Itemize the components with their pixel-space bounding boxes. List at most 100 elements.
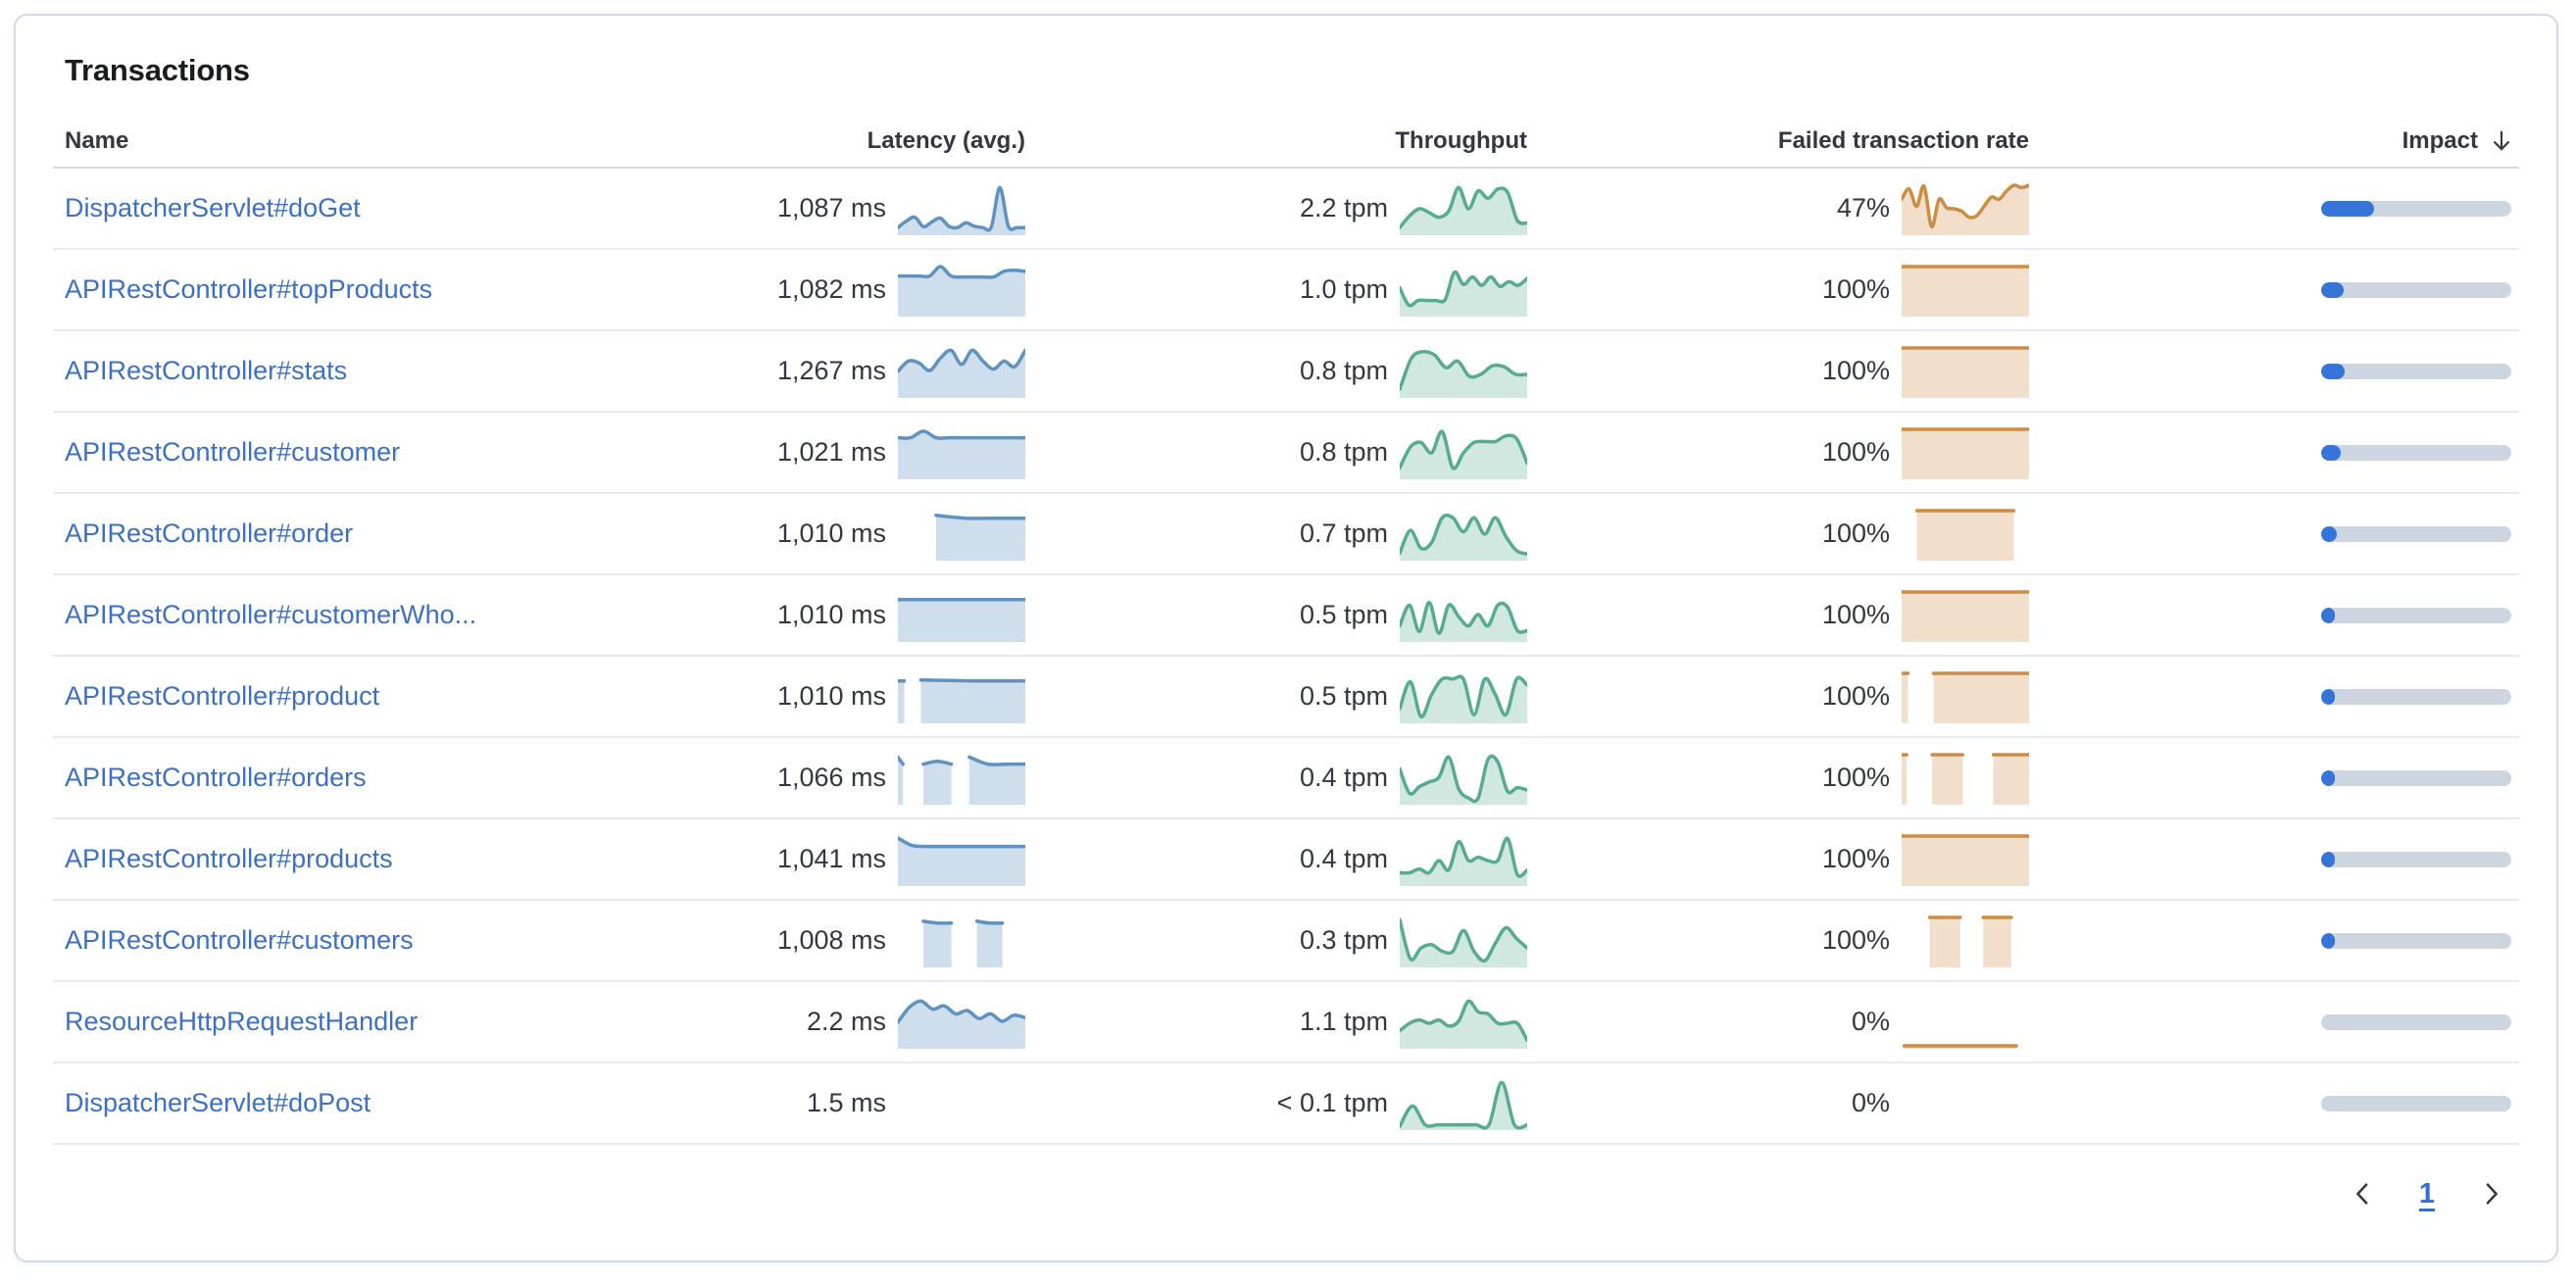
- throughput-sparkline: [1400, 182, 1527, 235]
- throughput-sparkline: [1400, 752, 1527, 805]
- table-row: APIRestController#order 1,010 ms 0.7 tpm…: [53, 494, 2519, 575]
- throughput-sparkline: [1400, 508, 1527, 561]
- throughput-value: 2.2 tpm: [1299, 193, 1388, 222]
- failed-rate-sparkline: [1902, 833, 2029, 886]
- throughput-sparkline: [1400, 345, 1527, 398]
- failed-rate-value: 47%: [1836, 193, 1890, 222]
- transaction-name-link[interactable]: APIRestController#products: [65, 844, 393, 873]
- table-row: APIRestController#customerWho... 1,010 m…: [53, 575, 2519, 657]
- impact-bar: [2321, 851, 2511, 867]
- impact-bar-fill: [2321, 769, 2335, 786]
- failed-rate-sparkline: [1902, 345, 2029, 398]
- failed-rate-value: 0%: [1851, 1007, 1890, 1036]
- latency-value: 1,010 ms: [776, 519, 886, 548]
- impact-bar-fill: [2321, 281, 2345, 298]
- failed-rate-value: 100%: [1821, 763, 1890, 792]
- throughput-value: 0.8 tpm: [1299, 437, 1388, 467]
- transaction-name-link[interactable]: APIRestController#stats: [65, 356, 348, 385]
- transaction-name-link[interactable]: APIRestController#customerWho...: [65, 600, 477, 629]
- panel-title: Transactions: [65, 53, 250, 87]
- throughput-value: 0.8 tpm: [1299, 356, 1388, 385]
- failed-rate-sparkline: [1902, 508, 2029, 561]
- latency-sparkline: [898, 264, 1025, 317]
- throughput-value: 1.1 tpm: [1299, 1007, 1388, 1036]
- next-page-button[interactable]: [2476, 1179, 2505, 1209]
- impact-bar-fill: [2321, 932, 2335, 949]
- chevron-right-icon: [2486, 1183, 2498, 1205]
- throughput-sparkline: [1400, 1077, 1527, 1130]
- impact-bar-fill: [2321, 851, 2335, 867]
- transaction-name-link[interactable]: APIRestController#orders: [65, 763, 367, 792]
- impact-bar: [2321, 688, 2511, 705]
- failed-rate-value: 100%: [1821, 681, 1890, 711]
- failed-rate-value: 100%: [1821, 274, 1890, 304]
- impact-bar: [2321, 1095, 2511, 1111]
- latency-sparkline: [898, 996, 1025, 1049]
- latency-sparkline: [898, 182, 1025, 235]
- latency-value: 1,008 ms: [776, 925, 886, 955]
- transaction-name-link[interactable]: APIRestController#customer: [65, 437, 401, 467]
- page-1-button[interactable]: 1: [2418, 1177, 2435, 1210]
- impact-bar: [2321, 363, 2511, 379]
- failed-rate-sparkline: [1902, 996, 2029, 1049]
- table-row: DispatcherServlet#doGet 1,087 ms 2.2 tpm…: [53, 169, 2519, 250]
- latency-value: 1,082 ms: [776, 274, 886, 304]
- transaction-name-link[interactable]: APIRestController#product: [65, 681, 380, 711]
- failed-rate-sparkline: [1902, 914, 2029, 967]
- impact-bar: [2321, 200, 2511, 217]
- throughput-value: 1.0 tpm: [1299, 274, 1388, 304]
- impact-bar: [2321, 444, 2511, 461]
- throughput-value: 0.5 tpm: [1299, 600, 1388, 629]
- column-header-throughput[interactable]: Throughput: [1395, 127, 1527, 154]
- impact-bar: [2321, 769, 2511, 786]
- latency-value: 1,087 ms: [776, 193, 886, 222]
- throughput-value: 0.5 tpm: [1299, 681, 1388, 711]
- impact-bar: [2321, 932, 2511, 949]
- transaction-name-link[interactable]: APIRestController#customers: [65, 925, 414, 955]
- failed-rate-value: 100%: [1821, 925, 1890, 955]
- pagination: 1: [53, 1145, 2519, 1243]
- table-row: APIRestController#topProducts 1,082 ms 1…: [53, 250, 2519, 331]
- latency-value: 2.2 ms: [806, 1007, 886, 1036]
- failed-rate-value: 0%: [1851, 1088, 1890, 1117]
- latency-sparkline: [898, 508, 1025, 561]
- table-row: APIRestController#customer 1,021 ms 0.8 …: [53, 413, 2519, 494]
- latency-value: 1,010 ms: [776, 681, 886, 711]
- impact-bar-fill: [2321, 444, 2342, 461]
- table-row: ResourceHttpRequestHandler 2.2 ms 1.1 tp…: [53, 982, 2519, 1063]
- column-header-latency[interactable]: Latency (avg.): [867, 127, 1025, 154]
- sort-descending-icon: [2493, 130, 2510, 151]
- transaction-name-link[interactable]: DispatcherServlet#doPost: [65, 1088, 372, 1117]
- chevron-left-icon: [2355, 1183, 2368, 1205]
- failed-rate-sparkline: [1902, 182, 2029, 235]
- transaction-name-link[interactable]: APIRestController#topProducts: [65, 274, 433, 304]
- failed-rate-value: 100%: [1821, 600, 1890, 629]
- throughput-value: < 0.1 tpm: [1276, 1088, 1388, 1117]
- latency-sparkline: [898, 589, 1025, 642]
- latency-sparkline: [898, 345, 1025, 398]
- impact-bar: [2321, 281, 2511, 298]
- throughput-value: 0.3 tpm: [1299, 925, 1388, 955]
- latency-sparkline: [898, 914, 1025, 967]
- transaction-name-link[interactable]: ResourceHttpRequestHandler: [65, 1007, 419, 1036]
- table-row: APIRestController#products 1,041 ms 0.4 …: [53, 819, 2519, 901]
- failed-rate-sparkline: [1902, 752, 2029, 805]
- previous-page-button[interactable]: [2349, 1179, 2378, 1209]
- latency-sparkline: [898, 752, 1025, 805]
- column-header-impact[interactable]: Impact: [2029, 127, 2519, 155]
- impact-bar-fill: [2321, 607, 2335, 623]
- transaction-name-link[interactable]: APIRestController#order: [65, 519, 354, 548]
- throughput-sparkline: [1400, 996, 1527, 1049]
- column-header-failed-rate[interactable]: Failed transaction rate: [1777, 127, 2029, 154]
- failed-rate-value: 100%: [1821, 844, 1890, 873]
- throughput-sparkline: [1400, 426, 1527, 479]
- impact-bar-fill: [2321, 363, 2346, 379]
- latency-sparkline: [898, 833, 1025, 886]
- failed-rate-sparkline: [1902, 264, 2029, 317]
- latency-value: 1,267 ms: [776, 356, 886, 385]
- failed-rate-value: 100%: [1821, 356, 1890, 385]
- impact-bar: [2321, 525, 2511, 542]
- transaction-name-link[interactable]: DispatcherServlet#doGet: [65, 193, 361, 222]
- column-header-name[interactable]: Name: [65, 127, 129, 154]
- table-row: APIRestController#product 1,010 ms 0.5 t…: [53, 657, 2519, 738]
